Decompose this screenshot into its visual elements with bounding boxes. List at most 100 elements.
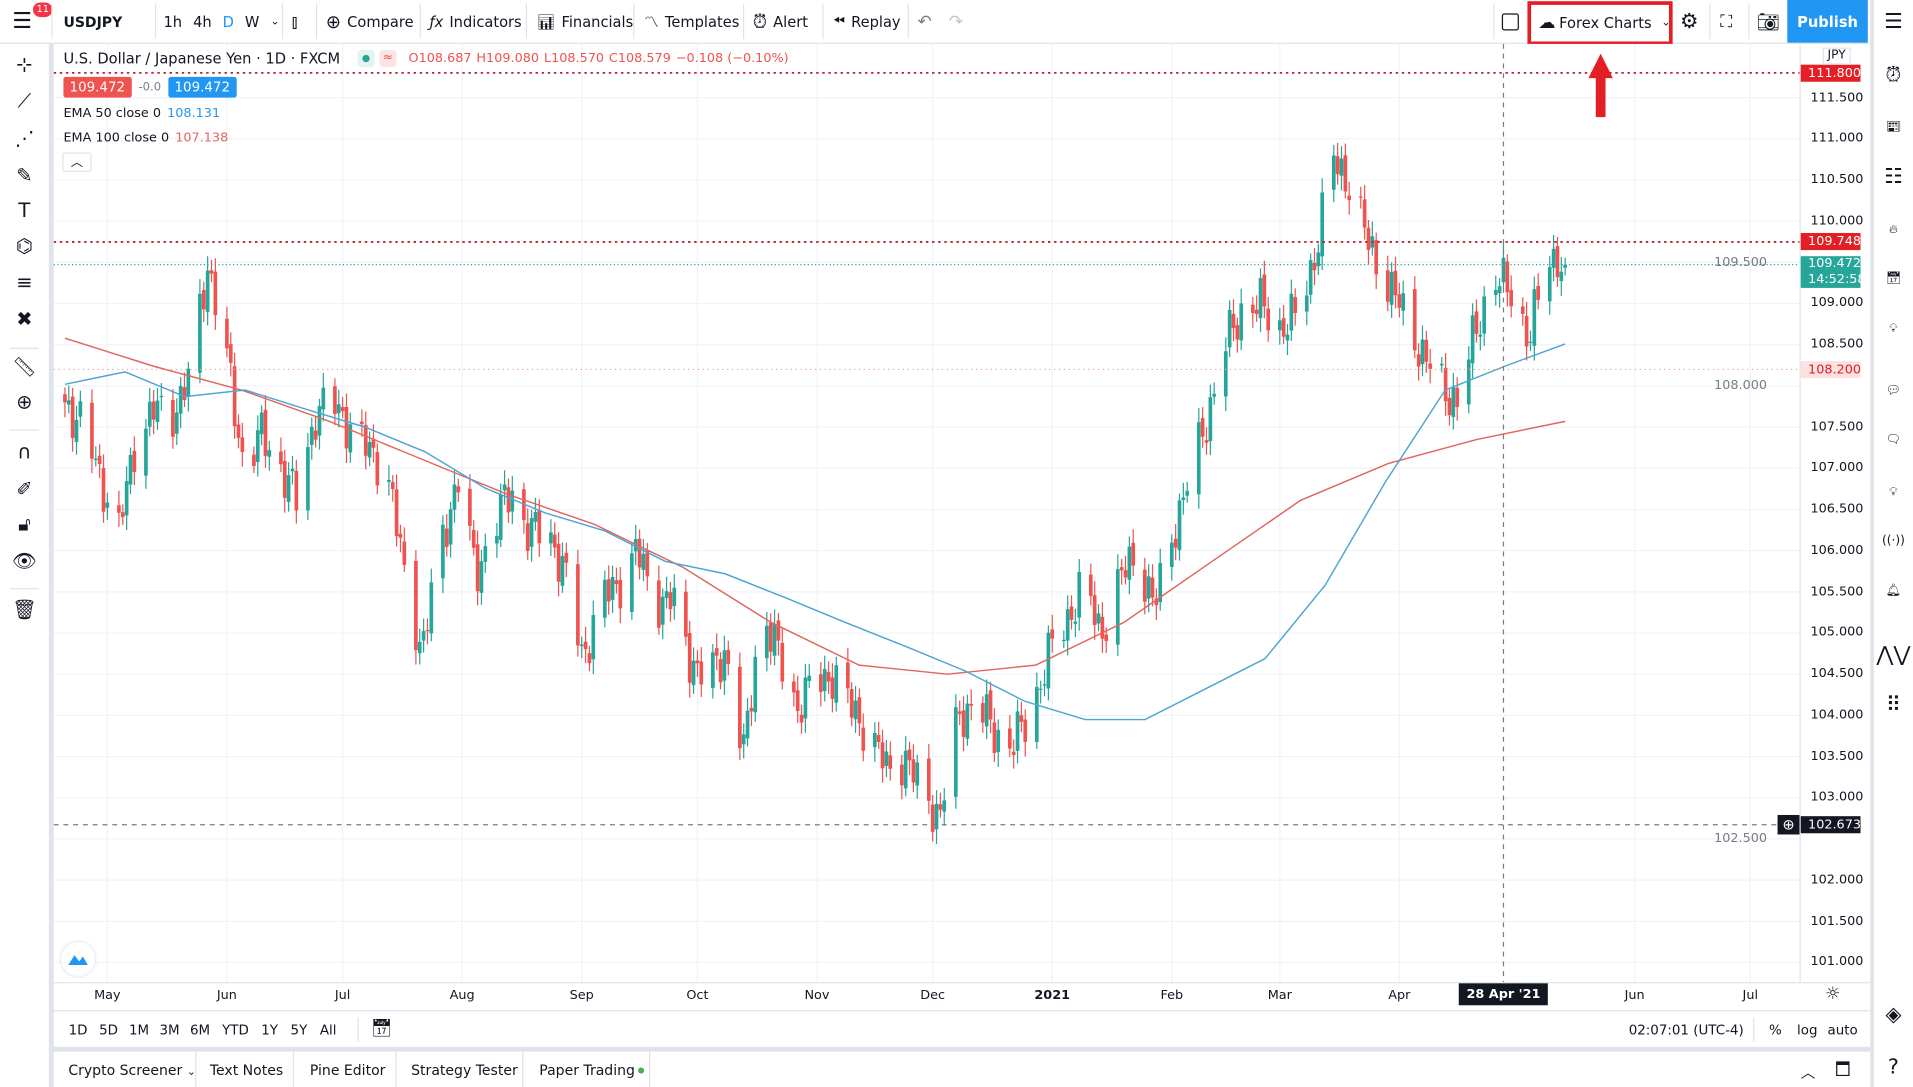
streams-icon[interactable]: ((·)) — [1881, 533, 1905, 548]
tab-paper-trading[interactable]: Paper Trading — [539, 1061, 645, 1078]
tradingview-logo[interactable] — [61, 941, 96, 976]
compare-button[interactable]: ⊕ Compare — [326, 0, 414, 43]
trend-line-icon[interactable]: ⟋ — [17, 89, 32, 113]
financials-button[interactable]: 📊︎ Financials — [537, 0, 633, 43]
range-all[interactable]: All — [319, 1022, 337, 1039]
chats-icon[interactable]: 💬︎ — [1885, 383, 1902, 398]
last-price-badge[interactable]: 109.472 14:52:58 — [1800, 256, 1866, 288]
remove-drawings-icon[interactable]: ✖ — [16, 306, 33, 331]
multi-layout-button[interactable] — [1501, 0, 1519, 43]
range-6m[interactable]: 6M — [190, 1022, 211, 1039]
layers-icon[interactable]: ◈ — [1885, 1002, 1902, 1028]
candle-up — [965, 703, 970, 739]
magnet-icon[interactable]: ∩ — [17, 439, 32, 463]
ideas-icon[interactable]: 💡︎ — [1889, 321, 1898, 335]
zoom-in-icon[interactable]: ⊕ — [16, 389, 33, 413]
private-chats-icon[interactable]: 🗨︎ — [1885, 432, 1902, 446]
notifications-icon[interactable]: 🔔︎ — [1885, 583, 1902, 598]
range-5d[interactable]: 5D — [99, 1022, 119, 1039]
templates-button[interactable]: 〽 Templates — [644, 0, 739, 43]
replay-button[interactable]: ⏪︎ Replay — [833, 0, 900, 43]
chart-type-button[interactable]: ⫾ — [292, 0, 298, 43]
chevron-down-icon[interactable]: ⌄ — [270, 15, 280, 28]
currency-label[interactable]: JPY — [1822, 47, 1851, 65]
indicators-button[interactable]: ƒx Indicators — [429, 0, 521, 43]
range-5y[interactable]: 5Y — [290, 1022, 308, 1039]
tab-pine-editor[interactable]: Pine Editor — [309, 1061, 386, 1079]
chart-pane[interactable] — [53, 43, 1800, 983]
dom-icon[interactable]: ⠿ — [1885, 692, 1902, 718]
panel-window-button[interactable] — [1836, 1061, 1850, 1079]
add-alert-plus-icon[interactable]: ⊕ — [1777, 814, 1800, 835]
data-window-icon[interactable]: ☷ — [1884, 164, 1903, 190]
ideas-stream-icon[interactable]: 💡︎ — [1889, 484, 1898, 499]
calendar-icon[interactable]: 📅︎ — [1885, 271, 1902, 285]
candle-up — [772, 624, 777, 656]
candle-up — [1316, 252, 1321, 267]
candle-up — [1308, 260, 1313, 295]
symbol-search[interactable]: USDJPY — [63, 12, 123, 30]
time-axis[interactable] — [53, 982, 1871, 1011]
tab-crypto-screener[interactable]: Crypto Screener ⌄ — [68, 1061, 196, 1078]
maximize-panel-button[interactable]: ︿ — [1801, 1061, 1816, 1082]
hotlist-icon[interactable]: 🔥︎ — [1888, 222, 1898, 237]
pattern-icon[interactable]: ⌬ — [15, 233, 33, 257]
ema50-legend[interactable]: EMA 50 close 0 108.131 — [63, 106, 220, 121]
brush-icon[interactable]: ✎ — [16, 162, 33, 187]
alert-price-badge[interactable]: 108.200 — [1800, 360, 1861, 378]
fib-retracement-icon[interactable]: ⋰ — [14, 126, 35, 150]
range-ytd[interactable]: YTD — [222, 1022, 249, 1039]
alert-button[interactable]: ⏰︎ Alert — [753, 0, 808, 43]
candle-down — [587, 653, 592, 664]
trading-panel-icon[interactable]: ⋀⋁ — [1876, 642, 1911, 668]
interval-1h[interactable]: 1h — [163, 12, 183, 30]
undo-icon[interactable]: ↶ — [917, 11, 932, 32]
stay-drawing-icon[interactable]: ✐ — [16, 476, 33, 500]
price-chart[interactable] — [53, 43, 1800, 983]
candle-up — [128, 454, 133, 485]
text-icon[interactable]: T — [18, 198, 31, 222]
log-toggle[interactable]: log — [1797, 1022, 1818, 1039]
menu-button[interactable]: ☰ — [12, 0, 32, 43]
crosshair-icon[interactable]: ⊹ — [16, 51, 33, 76]
ruler-icon[interactable]: 📏︎ — [12, 354, 37, 378]
candle-down — [151, 401, 156, 420]
settings-button[interactable]: ⚙︎ — [1680, 0, 1699, 43]
publish-button[interactable]: Publish — [1787, 0, 1868, 43]
alert-price-badge[interactable]: 111.800 — [1800, 64, 1861, 82]
unlock-icon[interactable]: 🔓︎ — [18, 512, 31, 536]
buy-button[interactable]: 109.472 — [168, 76, 237, 98]
help-icon[interactable]: ? — [1887, 1055, 1899, 1080]
layout-name-button[interactable]: ☁︎ Forex Charts ⌄ — [1527, 1, 1673, 46]
fullscreen-button[interactable]: ⛶ — [1720, 0, 1732, 43]
ema100-legend[interactable]: EMA 100 close 0 107.138 — [63, 131, 228, 146]
interval-d[interactable]: D — [222, 12, 234, 30]
redo-icon[interactable]: ↷ — [948, 11, 964, 32]
range-1d[interactable]: 1D — [68, 1022, 88, 1039]
crosshair-price-badge[interactable]: 102.673 — [1800, 816, 1861, 834]
trash-icon[interactable]: 🗑︎ — [12, 597, 37, 621]
snapshot-button[interactable]: 📷︎ — [1757, 0, 1780, 43]
axis-settings-icon[interactable]: ☼ — [1825, 984, 1841, 1005]
range-1m[interactable]: 1M — [129, 1022, 150, 1039]
range-3m[interactable]: 3M — [159, 1022, 180, 1039]
collapse-legend-button[interactable]: ︿ — [62, 152, 92, 173]
prediction-icon[interactable]: ≡ — [16, 270, 33, 294]
percent-toggle[interactable]: % — [1769, 1022, 1782, 1039]
news-icon[interactable]: 📰︎ — [1885, 120, 1902, 134]
interval-w[interactable]: W — [244, 12, 260, 30]
watchlist-icon[interactable]: ☰ — [1884, 9, 1903, 35]
tab-text-notes[interactable]: Text Notes — [209, 1061, 284, 1079]
sell-button[interactable]: 109.472 — [63, 76, 132, 98]
range-1y[interactable]: 1Y — [261, 1022, 278, 1039]
eye-icon[interactable]: 👁︎ — [12, 548, 37, 572]
alerts-icon[interactable]: ⏰︎ — [1885, 63, 1902, 88]
auto-toggle[interactable]: auto — [1827, 1022, 1858, 1039]
tab-strategy-tester[interactable]: Strategy Tester — [411, 1061, 518, 1079]
clock-timezone[interactable]: 02:07:01 (UTC-4) — [1628, 1022, 1744, 1039]
candle-up — [1196, 422, 1201, 495]
alert-price-badge[interactable]: 109.748 — [1800, 233, 1861, 251]
goto-date-button[interactable]: 📅︎ — [371, 1019, 393, 1039]
interval-4h[interactable]: 4h — [193, 12, 212, 30]
candle-down — [525, 523, 530, 551]
